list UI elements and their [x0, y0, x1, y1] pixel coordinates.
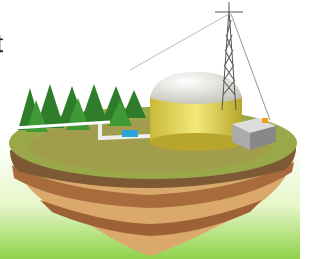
illustration: t (() => { const data = JSON.parse(docum… [0, 0, 300, 259]
tank-base [150, 133, 242, 151]
caption-fragment: t [0, 28, 4, 58]
building-light [262, 118, 268, 123]
water-box [122, 130, 138, 137]
biogas-island: t [0, 0, 300, 259]
